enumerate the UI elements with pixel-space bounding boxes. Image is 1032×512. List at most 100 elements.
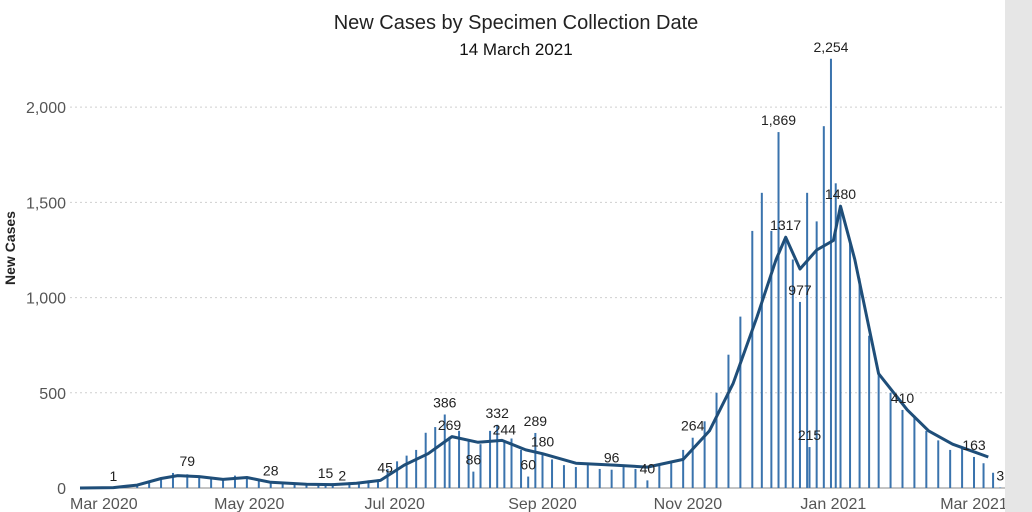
bar	[357, 482, 360, 488]
data-label: 2	[338, 468, 346, 484]
bar	[386, 468, 389, 488]
data-label: 1317	[770, 217, 801, 233]
data-label: 977	[788, 282, 812, 298]
data-label: 163	[962, 437, 986, 453]
bar	[198, 475, 201, 488]
bar	[562, 465, 565, 488]
bar	[467, 440, 470, 488]
bar	[377, 479, 380, 488]
bar	[148, 482, 151, 488]
bar	[527, 476, 530, 488]
bar	[901, 409, 904, 488]
data-label: 40	[640, 460, 656, 476]
data-label: 289	[524, 413, 548, 429]
bar	[305, 484, 308, 488]
data-label: 28	[263, 463, 279, 479]
bar	[222, 478, 225, 488]
bar	[458, 430, 461, 488]
bar	[269, 482, 272, 488]
bar	[396, 461, 399, 488]
bar	[634, 468, 637, 488]
bar	[658, 465, 661, 488]
x-tick-label: May 2020	[214, 496, 284, 512]
x-tick-label: Jan 2021	[800, 496, 866, 512]
bar	[257, 479, 260, 488]
bar	[858, 278, 861, 488]
bar	[245, 476, 248, 488]
bar	[727, 354, 730, 488]
bar	[999, 487, 1002, 488]
chart-title: New Cases by Specimen Collection Date	[333, 12, 699, 34]
data-label: 79	[179, 453, 195, 469]
x-tick-label: Mar 2021	[940, 496, 1008, 512]
bar	[849, 240, 852, 488]
data-label: 15	[318, 465, 334, 481]
data-label: 1,869	[761, 112, 796, 128]
data-label: 244	[493, 422, 517, 438]
bar	[281, 482, 284, 488]
bar	[670, 463, 673, 488]
bar	[703, 421, 706, 488]
bar	[541, 453, 544, 488]
bar	[982, 463, 985, 488]
bar	[136, 485, 139, 488]
y-tick-label: 1,500	[26, 195, 66, 212]
bar	[913, 415, 916, 488]
bar	[424, 432, 427, 488]
data-label: 264	[681, 418, 705, 434]
bar	[233, 475, 236, 488]
bar	[171, 472, 174, 488]
data-label: 386	[433, 394, 457, 410]
bar	[479, 444, 482, 488]
y-tick-label: 2,000	[26, 100, 66, 117]
bar	[992, 472, 995, 488]
x-tick-label: Nov 2020	[654, 496, 723, 512]
bar	[808, 447, 811, 488]
bar	[770, 230, 773, 489]
bar	[586, 463, 589, 488]
bar	[815, 221, 818, 489]
bar	[691, 437, 694, 488]
bar	[877, 373, 880, 488]
bar	[949, 449, 952, 488]
bar	[784, 237, 787, 488]
bar	[760, 192, 763, 488]
bar	[160, 477, 163, 488]
x-tick-label: Jul 2020	[364, 496, 425, 512]
scrollbar-strip[interactable]	[1005, 0, 1032, 512]
data-label: 1480	[825, 186, 856, 202]
data-label: 45	[377, 459, 393, 475]
bar	[798, 301, 801, 488]
bar	[405, 455, 408, 488]
bar	[510, 438, 513, 488]
y-tick-label: 500	[39, 386, 66, 403]
data-label: 180	[531, 434, 555, 450]
data-label: 269	[438, 417, 462, 433]
bar	[622, 467, 625, 488]
average-line	[79, 204, 989, 490]
y-tick-label: 0	[57, 481, 66, 498]
data-label: 3	[996, 467, 1004, 483]
bar	[646, 480, 649, 488]
bar	[443, 414, 446, 488]
data-label: 332	[486, 405, 510, 421]
bar	[889, 392, 892, 488]
bar	[751, 230, 754, 489]
bar	[489, 430, 492, 488]
chart-subtitle: 14 March 2021	[459, 40, 573, 59]
data-label: 96	[604, 450, 620, 466]
data-label: 86	[466, 452, 482, 468]
bar	[503, 441, 506, 488]
bar	[937, 440, 940, 488]
bar	[520, 449, 523, 488]
bar	[868, 335, 871, 488]
bar	[791, 259, 794, 488]
bar	[472, 471, 475, 488]
bar	[610, 469, 613, 488]
bar	[210, 477, 213, 488]
bar	[598, 468, 601, 488]
data-label: 1	[109, 468, 117, 484]
bar	[317, 483, 320, 488]
bar	[822, 126, 825, 488]
